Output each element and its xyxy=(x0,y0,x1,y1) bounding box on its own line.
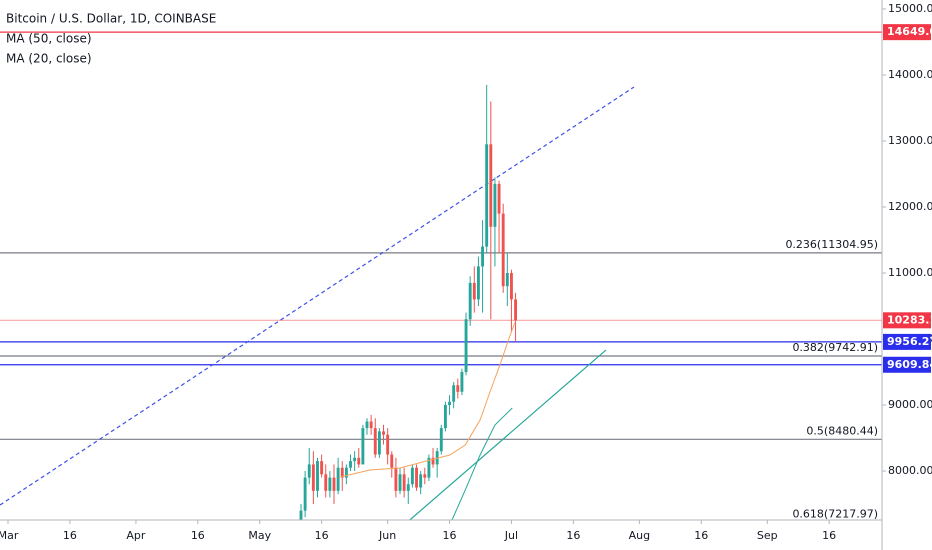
candle-body xyxy=(357,457,361,465)
x-tick-label: Sep xyxy=(757,529,778,542)
candle-body xyxy=(320,461,324,475)
y-tick-label: 15000.00 xyxy=(888,2,932,15)
candle-body xyxy=(485,144,489,247)
candle-body xyxy=(344,467,348,478)
candle-body xyxy=(398,474,402,491)
candle-body xyxy=(481,246,484,267)
trend-line xyxy=(409,349,607,520)
candle-body xyxy=(307,464,311,478)
price-tag xyxy=(883,333,931,350)
price-tag xyxy=(883,356,931,373)
candle-body xyxy=(340,467,344,478)
candle-body xyxy=(365,421,369,429)
candle-body xyxy=(406,484,410,491)
candle-body xyxy=(419,474,423,488)
candle-body xyxy=(505,273,509,287)
x-tick-label: 16 xyxy=(63,529,77,542)
candle-body xyxy=(423,474,427,478)
x-tick-label: 16 xyxy=(443,529,457,542)
candle-body xyxy=(377,431,381,455)
fib-label: 0.5(8480.44) xyxy=(806,424,878,437)
candle-body xyxy=(415,467,418,488)
candle-body xyxy=(394,467,398,491)
x-tick-label: 16 xyxy=(822,529,836,542)
x-tick-label: 16 xyxy=(694,529,708,542)
price-tag-label: 9956.27 xyxy=(887,335,932,348)
candle-body xyxy=(386,434,390,455)
candle-body xyxy=(472,282,476,300)
legend-ma50: MA (50, close) xyxy=(6,32,92,46)
y-tick-label: 11000.00 xyxy=(888,266,932,279)
candle-body xyxy=(303,477,307,511)
y-tick-label: 13000.00 xyxy=(888,134,932,147)
candle-body xyxy=(431,457,435,465)
candle-body xyxy=(501,213,505,287)
candle-body xyxy=(489,144,493,227)
candle-body xyxy=(349,461,352,468)
candle-body xyxy=(316,461,319,491)
x-tick-label: Aug xyxy=(629,529,650,542)
candle-body xyxy=(332,477,336,491)
fib-label: 0.618(7217.97) xyxy=(792,508,878,521)
candle-body xyxy=(460,372,464,392)
fib-label: 0.382(9742.91) xyxy=(792,341,878,354)
x-tick-label: Jun xyxy=(378,529,396,542)
x-tick-label: 16 xyxy=(566,529,580,542)
candle-body xyxy=(361,428,365,465)
y-tick-label: 9000.00 xyxy=(888,398,932,411)
price-tag xyxy=(883,312,931,329)
candle-body xyxy=(324,474,328,491)
candle-body xyxy=(299,510,303,520)
x-tick-label: Apr xyxy=(126,529,146,542)
candle-body xyxy=(427,457,431,478)
candle-body xyxy=(410,467,414,485)
plot-area: 0.236(11304.95) 0.382(9742.91) 0.5(8480.44… xyxy=(0,31,882,521)
trend-line xyxy=(0,86,635,506)
x-tick-label: 16 xyxy=(191,529,205,542)
candle-body xyxy=(448,401,451,406)
candle-body xyxy=(353,457,357,462)
legend-ma20: MA (20, close) xyxy=(6,52,92,66)
candle-body xyxy=(468,282,472,320)
price-tag-label: 9609.84 xyxy=(887,358,932,371)
candle-body xyxy=(456,385,460,392)
candle-body xyxy=(443,405,447,429)
x-tick-label: May xyxy=(248,529,271,542)
candle-body xyxy=(514,299,518,321)
x-tick-label: Mar xyxy=(0,529,19,542)
candle-body xyxy=(336,467,340,491)
candle-body xyxy=(382,431,385,435)
candle-body xyxy=(493,183,497,227)
candle-body xyxy=(452,385,456,402)
candle-body xyxy=(476,266,480,300)
price-tag-label: 14649.01 xyxy=(887,25,932,38)
legend-title: Bitcoin / U.S. Dollar, 1D, COINBASE xyxy=(6,12,216,26)
fib-label: 0.236(11304.95) xyxy=(785,238,878,251)
y-tick-label: 14000.00 xyxy=(888,68,932,81)
ma-line xyxy=(340,321,516,478)
x-tick-label: 16 xyxy=(315,529,329,542)
candle-body xyxy=(390,454,394,468)
price-tag-label: 10283.14 xyxy=(887,313,932,326)
ma-line xyxy=(451,407,513,520)
candle-body xyxy=(464,319,468,373)
y-tick-label: 8000.00 xyxy=(888,464,932,477)
candle-body xyxy=(369,421,373,429)
candle-body xyxy=(311,464,315,491)
candle-body xyxy=(509,273,513,300)
candle-body xyxy=(373,428,377,455)
candle-body xyxy=(328,477,332,491)
candle-body xyxy=(402,474,406,491)
y-tick-label: 12000.00 xyxy=(888,200,932,213)
price-tag xyxy=(883,24,931,41)
candle-body xyxy=(497,183,501,214)
x-tick-label: Jul xyxy=(504,529,518,542)
candle-body xyxy=(439,428,443,452)
